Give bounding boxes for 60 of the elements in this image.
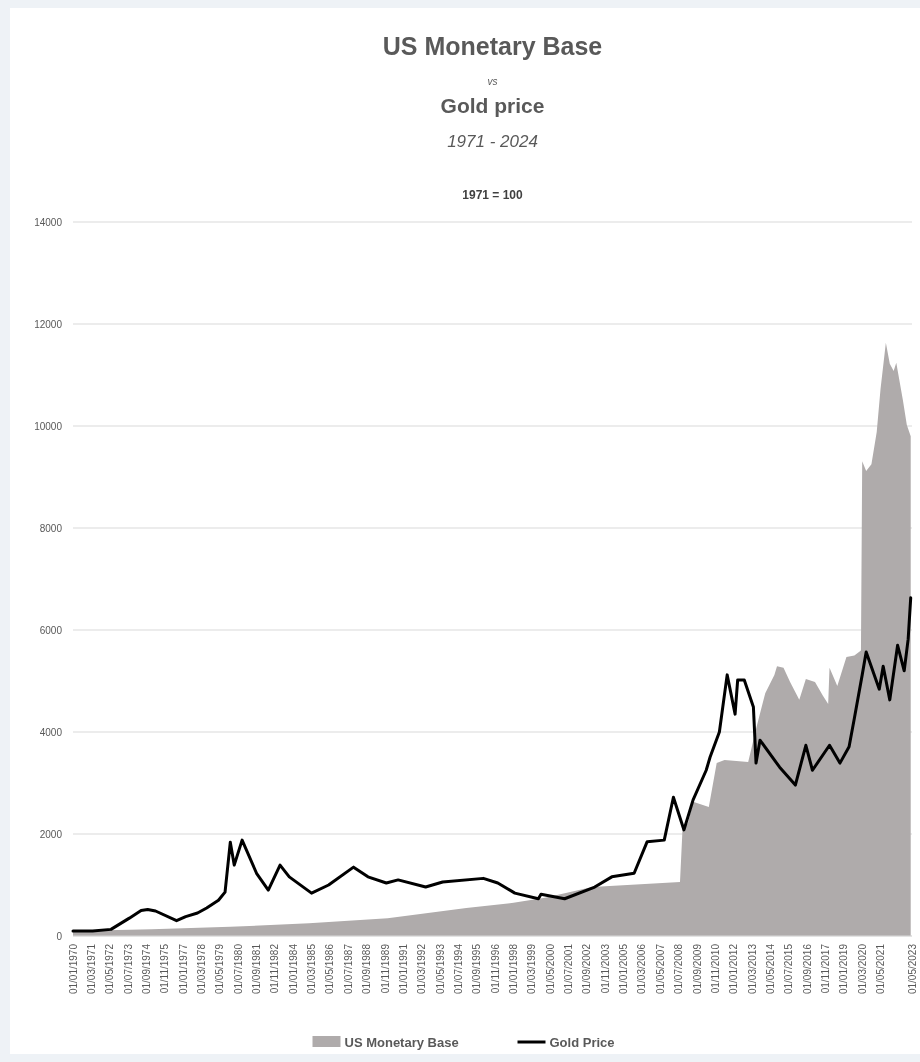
x-tick-label: 01/01/2005 [618, 943, 630, 995]
x-tick-label: 01/01/1970 [67, 943, 79, 995]
x-tick-label: 01/09/1981 [251, 943, 263, 995]
x-tick-label: 01/07/1994 [452, 943, 464, 995]
x-tick-label: 01/11/1989 [379, 943, 391, 994]
x-tick-label: 01/09/1974 [140, 943, 152, 995]
x-tick-label: 01/07/1980 [232, 943, 244, 995]
x-tick-label: 01/03/2006 [636, 943, 648, 995]
x-tick-label: 01/09/2002 [581, 943, 593, 995]
y-tick-label: 0 [56, 930, 63, 942]
x-tick-label: 01/03/2013 [746, 943, 758, 995]
x-tick-label: 01/05/2014 [764, 943, 776, 995]
y-tick-label: 4000 [39, 726, 63, 738]
x-tick-label: 01/01/1998 [508, 943, 520, 995]
x-tick-label: 01/03/2020 [856, 943, 868, 995]
x-tick-label: 01/05/1993 [434, 943, 446, 995]
y-tick-label: 6000 [39, 624, 63, 636]
y-tick-label: 14000 [34, 216, 63, 228]
x-tick-label: 01/05/1986 [324, 943, 336, 995]
chart-title: US Monetary Base vs Gold price [382, 32, 603, 117]
x-tick-label: 01/01/1991 [397, 943, 409, 995]
x-tick-label: 01/05/1972 [104, 943, 116, 995]
x-tick-label: 01/03/1999 [526, 943, 538, 995]
x-tick-label: 01/11/1975 [159, 943, 171, 994]
x-tick-label: 01/09/1988 [361, 943, 373, 995]
x-tick-label: 01/11/2010 [709, 943, 721, 994]
x-tick-label: 01/07/2015 [783, 943, 795, 995]
x-tick-label: 01/01/2019 [838, 943, 850, 995]
x-tick-label: 01/07/2001 [563, 943, 575, 995]
x-tick-label: 01/05/2021 [875, 943, 887, 995]
y-tick-label: 8000 [39, 522, 63, 534]
x-tick-label: 01/03/1971 [85, 943, 97, 995]
x-tick-label: 01/03/1992 [416, 943, 428, 995]
x-tick-label: 01/05/2000 [544, 943, 556, 995]
x-tick-label: 01/11/2003 [599, 943, 611, 994]
text: 1971 = 100 [462, 188, 524, 202]
x-tick-label: 01/05/2007 [654, 943, 666, 995]
legend-label: US Monetary Base [344, 1034, 459, 1050]
x-tick-label: 01/05/1979 [214, 943, 226, 995]
x-tick-label: 01/07/2008 [673, 943, 685, 995]
y-tick-label: 10000 [34, 420, 63, 432]
x-tick-label: 01/09/2016 [801, 943, 813, 995]
x-tick-label: 01/11/1996 [489, 943, 501, 994]
x-tick-label: 01/01/2012 [728, 943, 740, 995]
y-tick-label: 12000 [34, 318, 63, 330]
x-tick-label: 01/01/1977 [177, 943, 189, 995]
x-tick-label: 01/07/1973 [122, 943, 134, 995]
x-tick-label: 01/05/2023 [906, 943, 918, 995]
x-tick-label: 01/09/1995 [471, 943, 483, 995]
x-tick-label: 01/01/1984 [287, 943, 299, 995]
x-tick-label: 01/09/2009 [691, 943, 703, 995]
line-series [71, 596, 913, 933]
x-tick-label: 01/11/2017 [820, 943, 832, 994]
legend-label: Gold Price [549, 1034, 615, 1050]
x-tick-label: 01/11/1982 [269, 943, 281, 994]
x-tick-label: 01/07/1987 [342, 943, 354, 995]
x-tick-label: 01/03/1985 [306, 943, 318, 995]
chart-subtitle: 1971 - 2024 [447, 132, 538, 151]
x-tick-label: 01/03/1978 [195, 943, 207, 995]
y-tick-label: 2000 [39, 828, 63, 840]
